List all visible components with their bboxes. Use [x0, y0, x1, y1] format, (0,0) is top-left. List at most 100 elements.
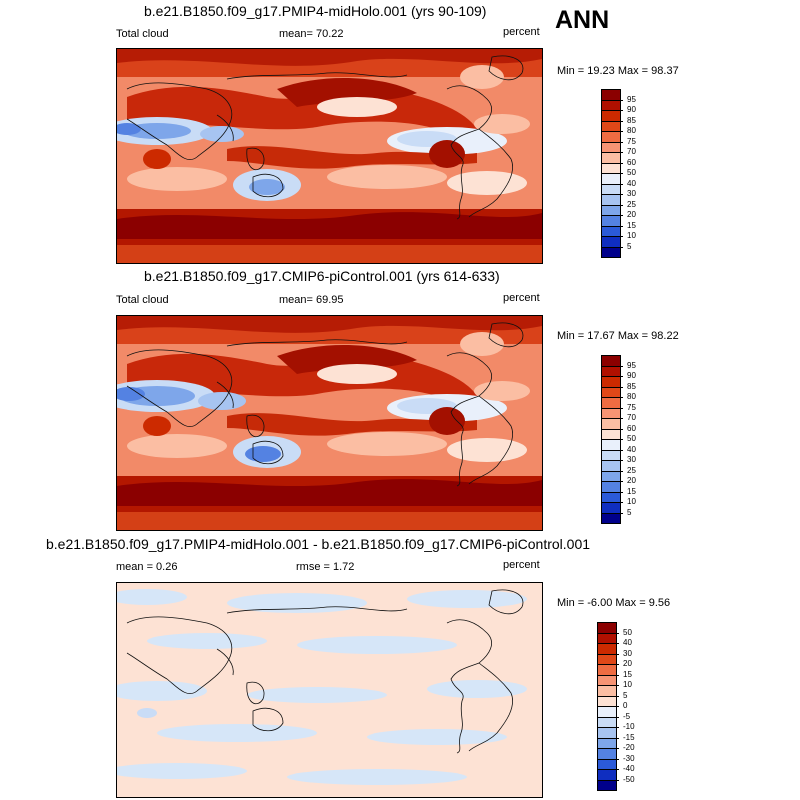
colorbar-tick-label: 10: [627, 497, 636, 506]
colorbar-tick: [619, 120, 623, 122]
panel-3-colorbar: 50 40 30 20 15 10 5 0 -5 -10 -15 -20 -30 -40 -50: [597, 622, 657, 791]
colorbar-tick: [619, 491, 623, 493]
panel-3-units-label: percent: [503, 559, 540, 571]
colorbar-tick-label: 25: [627, 199, 636, 209]
panel-2-units-label: percent: [503, 292, 540, 304]
panel-1-variable-label: Total cloud: [116, 28, 169, 40]
panel-3-minmax-label: Min = -6.00 Max = 9.56: [557, 597, 671, 609]
panel-2-minmax-label: Min = 17.67 Max = 98.22: [557, 330, 679, 342]
colorbar-tick: [615, 632, 619, 634]
colorbar-tick: [615, 706, 619, 707]
panel-1-minmax-label: Min = 19.23 Max = 98.37: [557, 65, 679, 77]
colorbar-tick-label: 5: [623, 690, 628, 700]
colorbar-tick-label: -5: [623, 711, 631, 721]
colorbar-tick: [615, 653, 619, 655]
panel-2-colorbar: 95 90 85 80 75 70 60 50 40 30 25 20 15 10 5: [601, 355, 661, 524]
colorbar-tick-label: 20: [627, 476, 636, 485]
colorbar-tick: [615, 716, 619, 718]
colorbar-tick: [619, 365, 623, 367]
colorbar-tick-label: 60: [627, 157, 636, 167]
colorbar-tick: [619, 386, 623, 388]
colorbar-tick: [619, 110, 623, 111]
panel-1-map-field: [117, 49, 542, 263]
colorbar-tick: [619, 215, 623, 216]
colorbar-tick: [619, 470, 623, 472]
colorbar-tick-label: 70: [627, 413, 636, 422]
colorbar-tick: [619, 99, 623, 101]
colorbar-tick: [619, 428, 623, 430]
panel-1-map: [116, 48, 543, 264]
panel-3-title: b.e21.B1850.f09_g17.PMIP4-midHolo.001 - …: [46, 536, 591, 552]
colorbar-tick-label: -20: [623, 743, 635, 752]
colorbar-tick-label: -15: [623, 732, 635, 742]
colorbar-tick: [619, 246, 623, 248]
panel-3-map-field: [117, 583, 542, 797]
colorbar-tick-label: 5: [627, 241, 632, 251]
colorbar-tick-label: 70: [627, 147, 636, 156]
season-label: ANN: [555, 6, 610, 34]
colorbar-tick-label: 75: [627, 402, 636, 412]
colorbar-tick: [619, 460, 623, 461]
colorbar-tick-label: 85: [627, 115, 636, 125]
colorbar-tick-label: 25: [627, 465, 636, 475]
colorbar-tick-label: 95: [627, 360, 636, 370]
colorbar-tick: [619, 397, 623, 398]
panel-3-map: [116, 582, 543, 798]
panel-2-variable-label: Total cloud: [116, 294, 169, 306]
colorbar-tick-label: 75: [627, 136, 636, 146]
colorbar-tick: [619, 183, 623, 185]
colorbar-tick: [619, 194, 623, 195]
colorbar-tick: [619, 418, 623, 419]
colorbar-tick-label: 90: [627, 371, 636, 380]
panel-1-mean-label: mean= 70.22: [279, 28, 344, 40]
colorbar-tick-label: 5: [627, 507, 632, 517]
colorbar-tick-label: 15: [623, 669, 632, 679]
colorbar-tick-label: 15: [627, 486, 636, 496]
panel-2-title: b.e21.B1850.f09_g17.CMIP6-piControl.001 …: [144, 268, 500, 284]
colorbar-tick-label: 80: [627, 126, 636, 135]
colorbar-tick-label: -10: [623, 722, 635, 731]
colorbar-swatch: [597, 779, 617, 791]
colorbar-tick-label: 50: [627, 434, 636, 443]
panel-3-rmse-label: rmse = 1.72: [296, 561, 355, 573]
colorbar-tick: [619, 512, 623, 514]
panel-2-map: [116, 315, 543, 531]
panel-2-map-field: [117, 316, 542, 530]
colorbar-tick-label: 50: [623, 627, 632, 637]
colorbar-tick: [615, 685, 619, 686]
colorbar-tick-label: 85: [627, 381, 636, 391]
colorbar-tick-label: 15: [627, 220, 636, 230]
colorbar-tick-label: 10: [627, 231, 636, 240]
colorbar-tick: [615, 779, 619, 781]
colorbar-tick: [615, 695, 619, 697]
colorbar-tick-label: 90: [627, 105, 636, 114]
colorbar-tick: [615, 737, 619, 739]
colorbar-tick: [615, 758, 619, 760]
colorbar-tick-label: 10: [623, 680, 632, 689]
colorbar-tick-label: 60: [627, 423, 636, 433]
colorbar-tick-label: 40: [627, 444, 636, 454]
colorbar-swatch: [601, 246, 621, 258]
colorbar-tick-label: 40: [627, 178, 636, 188]
colorbar-tick-label: -50: [623, 774, 635, 784]
panel-1-colorbar: 95 90 85 80 75 70 60 50 40 30 25 20 15 10 5: [601, 89, 661, 258]
colorbar-tick-label: 30: [623, 648, 632, 658]
colorbar-tick-label: 40: [623, 638, 632, 647]
colorbar-tick: [619, 162, 623, 164]
colorbar-tick: [615, 769, 619, 770]
colorbar-tick: [619, 236, 623, 237]
colorbar-tick-label: 80: [627, 392, 636, 401]
colorbar-tick: [615, 664, 619, 665]
colorbar-swatch: [601, 512, 621, 524]
colorbar-tick: [619, 173, 623, 174]
colorbar-tick: [619, 439, 623, 440]
colorbar-tick-label: 20: [627, 210, 636, 219]
panel-1-units-label: percent: [503, 26, 540, 38]
panel-1-title: b.e21.B1850.f09_g17.PMIP4-midHolo.001 (y…: [144, 3, 487, 19]
panel-3-mean-label: mean = 0.26: [116, 561, 178, 573]
colorbar-tick: [615, 643, 619, 644]
colorbar-tick-label: 95: [627, 94, 636, 104]
colorbar-tick: [619, 204, 623, 206]
colorbar-tick-label: -30: [623, 753, 635, 763]
